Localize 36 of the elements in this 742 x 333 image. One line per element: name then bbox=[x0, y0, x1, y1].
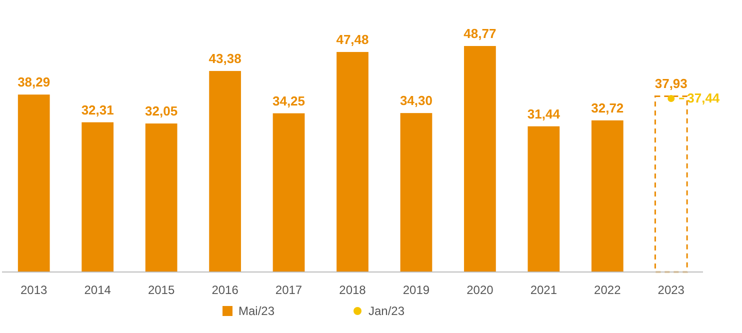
bar bbox=[654, 95, 688, 273]
x-tick-label: 2013 bbox=[20, 283, 48, 297]
legend-label: Mai/23 bbox=[238, 304, 275, 318]
x-tick-label: 2017 bbox=[275, 283, 302, 297]
bar bbox=[528, 126, 560, 272]
data-label: 48,77 bbox=[464, 26, 496, 41]
x-tick-label: 2016 bbox=[212, 283, 239, 297]
bar bbox=[209, 70, 241, 272]
bar bbox=[145, 123, 178, 272]
data-label: 31,44 bbox=[527, 106, 561, 122]
legend-label: Jan/23 bbox=[368, 304, 405, 318]
x-tick-label: 2022 bbox=[594, 283, 622, 297]
x-tick-label: 2019 bbox=[402, 283, 430, 297]
data-label: 34,30 bbox=[400, 93, 432, 108]
bar bbox=[591, 120, 624, 272]
data-label: 38,29 bbox=[18, 74, 50, 90]
x-tick-label: 2020 bbox=[466, 283, 494, 297]
data-label: 37,44 bbox=[687, 90, 720, 106]
bar bbox=[272, 113, 305, 272]
data-label: 32,05 bbox=[145, 103, 178, 118]
x-tick-label: 2014 bbox=[84, 283, 112, 297]
data-label: 32,72 bbox=[591, 100, 624, 116]
bar bbox=[400, 113, 432, 272]
x-tick-label: 2021 bbox=[530, 283, 558, 297]
data-label: 32,31 bbox=[81, 102, 114, 118]
x-tick-label: 2015 bbox=[148, 283, 175, 297]
bar bbox=[336, 52, 368, 272]
bar bbox=[82, 122, 114, 272]
x-tick-label: 2023 bbox=[658, 283, 685, 297]
data-label: 37,93 bbox=[654, 76, 688, 92]
bar bbox=[464, 46, 496, 272]
bar bbox=[18, 94, 50, 272]
data-label: 43,38 bbox=[208, 50, 242, 66]
x-tick-label: 2018 bbox=[339, 283, 366, 297]
data-label: 34,25 bbox=[272, 93, 306, 108]
data-label: 47,48 bbox=[336, 32, 369, 47]
